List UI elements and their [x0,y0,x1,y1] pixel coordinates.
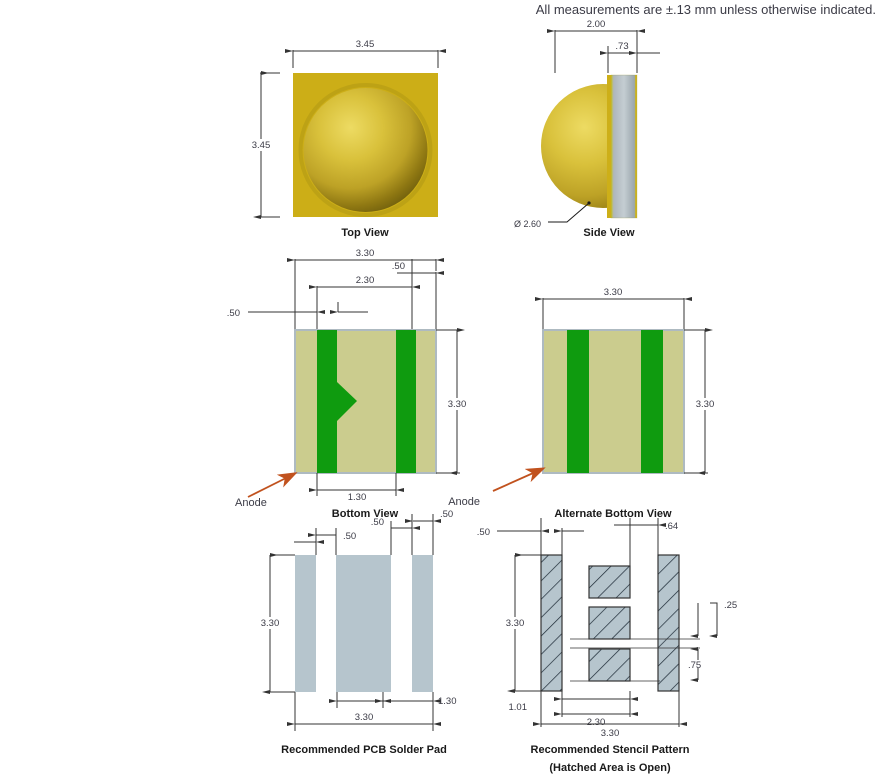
svg-text:3.45: 3.45 [252,140,271,151]
svg-text:Ø 2.60: Ø 2.60 [514,219,541,229]
svg-text:.50: .50 [227,308,240,319]
svg-text:3.30: 3.30 [601,728,620,739]
svg-text:All measurements are ±.13 mm u: All measurements are ±.13 mm unless othe… [536,2,876,17]
svg-text:.75: .75 [688,660,701,671]
svg-text:.73: .73 [615,41,628,52]
svg-text:.50: .50 [343,531,356,542]
svg-text:Alternate Bottom View: Alternate Bottom View [554,508,672,520]
svg-text:.50: .50 [477,527,490,538]
svg-text:3.30: 3.30 [261,618,280,629]
svg-text:.25: .25 [724,600,737,611]
svg-text:3.30: 3.30 [356,248,375,259]
svg-text:Anode: Anode [448,496,480,508]
svg-text:1.30: 1.30 [438,696,457,707]
svg-text:Top View: Top View [341,227,389,239]
svg-text:.64: .64 [665,521,678,532]
svg-text:Bottom View: Bottom View [332,508,399,520]
svg-text:Recommended PCB Solder Pad: Recommended PCB Solder Pad [281,744,447,756]
svg-text:.50: .50 [440,509,453,520]
svg-text:.50: .50 [371,517,384,528]
svg-text:3.45: 3.45 [356,39,375,50]
svg-text:1.01: 1.01 [509,702,528,713]
svg-text:2.30: 2.30 [356,275,375,286]
svg-text:Anode: Anode [235,497,267,509]
svg-text:Recommended Stencil Pattern: Recommended Stencil Pattern [531,744,690,756]
svg-text:(Hatched Area is Open): (Hatched Area is Open) [549,762,671,774]
svg-text:1.30: 1.30 [348,492,367,503]
svg-text:3.30: 3.30 [448,399,467,410]
svg-text:.50: .50 [392,261,405,272]
svg-text:2.30: 2.30 [587,717,606,728]
svg-text:3.30: 3.30 [355,712,374,723]
svg-text:2.00: 2.00 [587,19,606,30]
svg-text:3.30: 3.30 [506,618,525,629]
svg-text:3.30: 3.30 [696,399,715,410]
svg-text:Side View: Side View [583,227,635,239]
svg-text:3.30: 3.30 [604,287,623,298]
